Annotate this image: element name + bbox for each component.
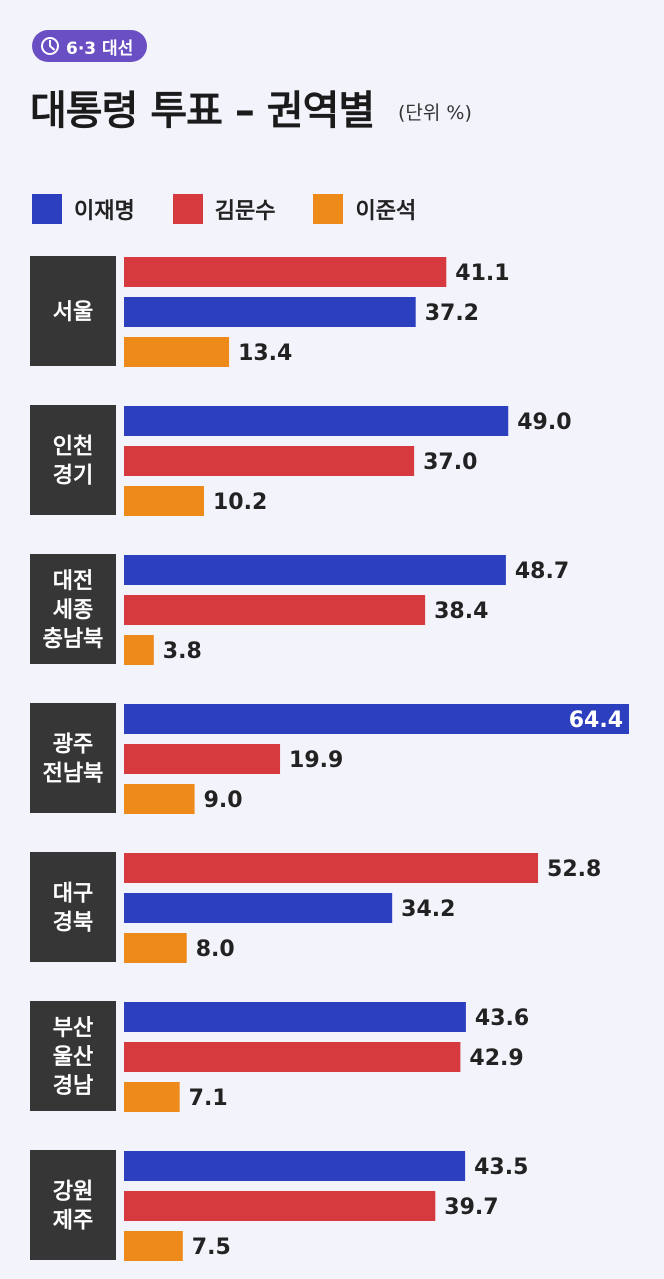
bar-lee-jaemyung [124,297,416,327]
region-box [30,554,116,664]
bar-value-label: 42.9 [469,1046,523,1071]
region-label: 인천 [53,435,93,460]
legend-item-kim-moonsoo: 김문수 [172,193,276,225]
bar-lee-jaemyung [124,555,506,585]
bar-value-label: 49.0 [517,410,571,435]
legend-label: 김문수 [214,199,276,224]
bar-kim-moonsoo [124,1191,436,1221]
bar-lee-jaemyung [124,893,393,923]
bar-value-label: 37.0 [423,450,477,475]
bar-lee-jaemyung [124,406,509,436]
bar-value-label: 41.1 [455,261,509,286]
bar-value-label: 39.7 [444,1195,498,1220]
bar-lee-junseok [124,1082,180,1112]
region-label: 서울 [53,300,93,325]
bar-value-label: 10.2 [213,490,267,515]
region-box [30,405,116,515]
bar-value-label: 52.8 [547,857,601,882]
region-box [30,703,116,813]
bar-kim-moonsoo [124,1042,461,1072]
unit-label: (단위 %) [398,102,472,124]
region-label: 제주 [53,1209,93,1234]
bar-value-label: 43.6 [475,1006,529,1031]
bar-kim-moonsoo [124,744,281,774]
bar-value-label: 13.4 [238,341,292,366]
bar-lee-junseok [124,337,230,367]
bar-value-label: 8.0 [196,937,235,962]
bar-lee-jaemyung [124,1002,466,1032]
region-label: 경북 [53,911,93,936]
bar-value-label: 64.4 [569,708,623,733]
bar-lee-junseok [124,784,195,814]
legend-label: 이준석 [355,199,417,224]
region-box [30,1001,116,1111]
region-label: 부산 [53,1016,93,1041]
region-label: 경기 [53,464,93,489]
bar-value-label: 43.5 [474,1155,528,1180]
bar-value-label: 37.2 [425,301,479,326]
region-label: 대구 [53,882,93,907]
legend: 이재명 김문수 이준석 [32,193,416,225]
region-label: 충남북 [43,627,104,652]
ballot-icon [41,37,59,55]
bar-value-label: 19.9 [289,748,343,773]
region-group: 서울 41.1 37.2 13.4 [30,256,510,367]
bar-kim-moonsoo [124,595,426,625]
region-label: 대전 [53,569,93,594]
region-box [30,256,116,366]
chart-title: 대통령 투표 – 권역별 [30,88,375,134]
legend-label: 이재명 [74,199,135,224]
bar-value-label: 34.2 [401,897,455,922]
legend-swatch-orange [313,194,344,224]
bar-value-label: 48.7 [515,559,569,584]
bar-value-label: 9.0 [204,788,243,813]
region-label: 강원 [53,1180,93,1205]
region-label: 광주 [53,733,93,758]
bar-value-label: 7.1 [189,1086,228,1111]
region-box [30,852,116,962]
region-box [30,1150,116,1260]
bar-kim-moonsoo [124,257,447,287]
bar-lee-junseok [124,486,204,516]
bar-value-label: 7.5 [192,1235,231,1260]
bar-lee-junseok [124,1231,183,1261]
bar-lee-jaemyung [124,1151,466,1181]
legend-swatch-red [172,194,203,224]
bar-lee-jaemyung [124,704,629,734]
region-label: 경남 [53,1074,93,1099]
bar-kim-moonsoo [124,853,539,883]
region-label: 세종 [53,598,93,623]
region-label: 울산 [53,1045,93,1070]
election-badge: 6·3 대선 [32,30,148,62]
legend-item-lee-junseok: 이준석 [313,193,416,225]
legend-item-lee-jaemyung: 이재명 [32,193,135,225]
bar-kim-moonsoo [124,446,415,476]
region-label: 전남북 [43,762,104,787]
bar-value-label: 38.4 [434,599,488,624]
badge-label: 6·3 대선 [66,38,134,59]
legend-swatch-blue [32,194,62,224]
bar-value-label: 3.8 [163,639,202,664]
bar-lee-junseok [124,933,187,963]
bar-lee-junseok [124,635,154,665]
